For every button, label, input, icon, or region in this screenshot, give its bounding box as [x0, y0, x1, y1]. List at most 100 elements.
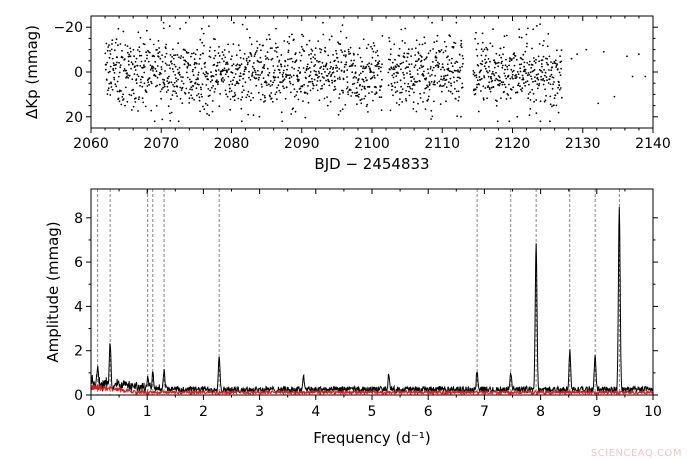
- light-curve-point: [139, 65, 142, 67]
- light-curve-point: [159, 90, 162, 93]
- light-curve-point: [115, 38, 118, 41]
- light-curve-point: [497, 75, 500, 77]
- light-curve-point: [387, 71, 390, 74]
- light-curve-point: [334, 59, 336, 62]
- light-curve-point: [178, 56, 180, 59]
- light-curve-point: [489, 90, 492, 93]
- light-curve-point: [420, 64, 422, 67]
- light-curve-point: [509, 97, 512, 100]
- light-curve-point: [400, 68, 402, 71]
- light-curve-point: [180, 76, 182, 78]
- light-curve-point: [485, 70, 488, 73]
- light-curve-point: [282, 69, 285, 72]
- light-curve-point: [486, 48, 489, 51]
- light-curve-point: [552, 76, 555, 79]
- light-curve-point: [113, 78, 116, 81]
- light-curve-point: [529, 71, 532, 74]
- x-tick-label: 2130: [565, 136, 601, 152]
- light-curve-point: [183, 63, 186, 66]
- light-curve-point: [206, 75, 208, 78]
- light-curve-point: [453, 69, 456, 72]
- light-curve-point: [516, 91, 519, 94]
- light-curve-point: [266, 51, 269, 54]
- light-curve-point: [209, 56, 212, 59]
- light-curve-point: [365, 105, 368, 108]
- light-curve-point: [257, 78, 260, 81]
- light-curve-point: [546, 58, 549, 60]
- light-curve-point: [204, 66, 206, 68]
- light-curve-point: [161, 60, 164, 63]
- light-curve-point: [268, 34, 270, 36]
- light-curve-point: [452, 46, 455, 48]
- light-curve-point: [194, 81, 197, 84]
- light-curve-point: [204, 61, 207, 64]
- light-curve-point: [252, 71, 254, 74]
- light-curve-point: [496, 120, 499, 123]
- light-curve-point: [310, 61, 313, 63]
- light-curve-point: [283, 65, 286, 67]
- light-curve-point: [123, 70, 125, 72]
- light-curve-point: [247, 56, 250, 58]
- light-curve-point: [248, 59, 251, 62]
- light-curve-point: [408, 63, 411, 66]
- light-curve-point: [257, 60, 260, 63]
- light-curve-point: [346, 69, 349, 72]
- light-curve-point: [434, 83, 436, 86]
- light-curve-point: [422, 75, 425, 77]
- light-curve-point: [487, 58, 490, 60]
- light-curve-point: [216, 79, 218, 81]
- light-curve-point: [212, 75, 215, 78]
- light-curve-point: [457, 69, 459, 71]
- light-curve-point: [425, 56, 428, 59]
- x-tick-label: 7: [480, 404, 489, 420]
- light-curve-point: [162, 86, 165, 89]
- light-curve-point: [184, 59, 187, 62]
- light-curve-point: [480, 48, 483, 51]
- light-curve-point: [422, 65, 425, 68]
- light-curve-point: [557, 111, 560, 114]
- light-curve-point: [334, 79, 337, 82]
- light-curve-point: [152, 43, 155, 46]
- light-curve-point: [418, 58, 420, 60]
- light-curve-point: [170, 60, 173, 63]
- light-curve-point: [502, 81, 505, 84]
- x-tick-label: 2120: [495, 136, 531, 152]
- light-curve-point: [312, 56, 315, 59]
- light-curve-point: [512, 77, 514, 80]
- light-curve-point: [111, 57, 114, 60]
- light-curve-point: [340, 69, 343, 72]
- light-curve-point: [257, 91, 260, 94]
- light-curve-point: [440, 49, 443, 51]
- light-curve-point: [243, 53, 246, 55]
- light-curve-point: [533, 69, 536, 71]
- light-curve-point: [172, 84, 174, 86]
- light-curve-point: [342, 78, 345, 81]
- light-curve-point: [288, 35, 291, 38]
- light-curve-point: [396, 81, 399, 83]
- light-curve-point: [247, 61, 249, 64]
- light-curve-point: [280, 64, 282, 66]
- light-curve-point: [424, 78, 427, 81]
- light-curve-point: [250, 43, 253, 46]
- light-curve-point: [355, 94, 357, 97]
- light-curve-point: [169, 54, 172, 56]
- light-curve-point: [375, 92, 378, 95]
- light-curve-point: [359, 83, 361, 86]
- light-curve-x-axis-label: BJD − 2454833: [314, 155, 429, 173]
- light-curve-point: [132, 92, 135, 95]
- light-curve-point: [489, 60, 491, 63]
- amplitude-spectrum-line: [90, 207, 654, 395]
- light-curve-point: [259, 74, 261, 76]
- light-curve-point: [513, 52, 516, 55]
- light-curve-point: [184, 21, 187, 24]
- light-curve-point: [353, 75, 356, 78]
- light-curve-point: [193, 58, 196, 60]
- light-curve-point: [266, 84, 268, 87]
- light-curve-point: [232, 79, 235, 82]
- light-curve-point: [395, 66, 397, 69]
- light-curve-point: [549, 75, 551, 78]
- light-curve-point: [427, 85, 429, 88]
- light-curve-point: [195, 62, 198, 65]
- light-curve-point: [443, 77, 446, 80]
- light-curve-point: [337, 113, 340, 116]
